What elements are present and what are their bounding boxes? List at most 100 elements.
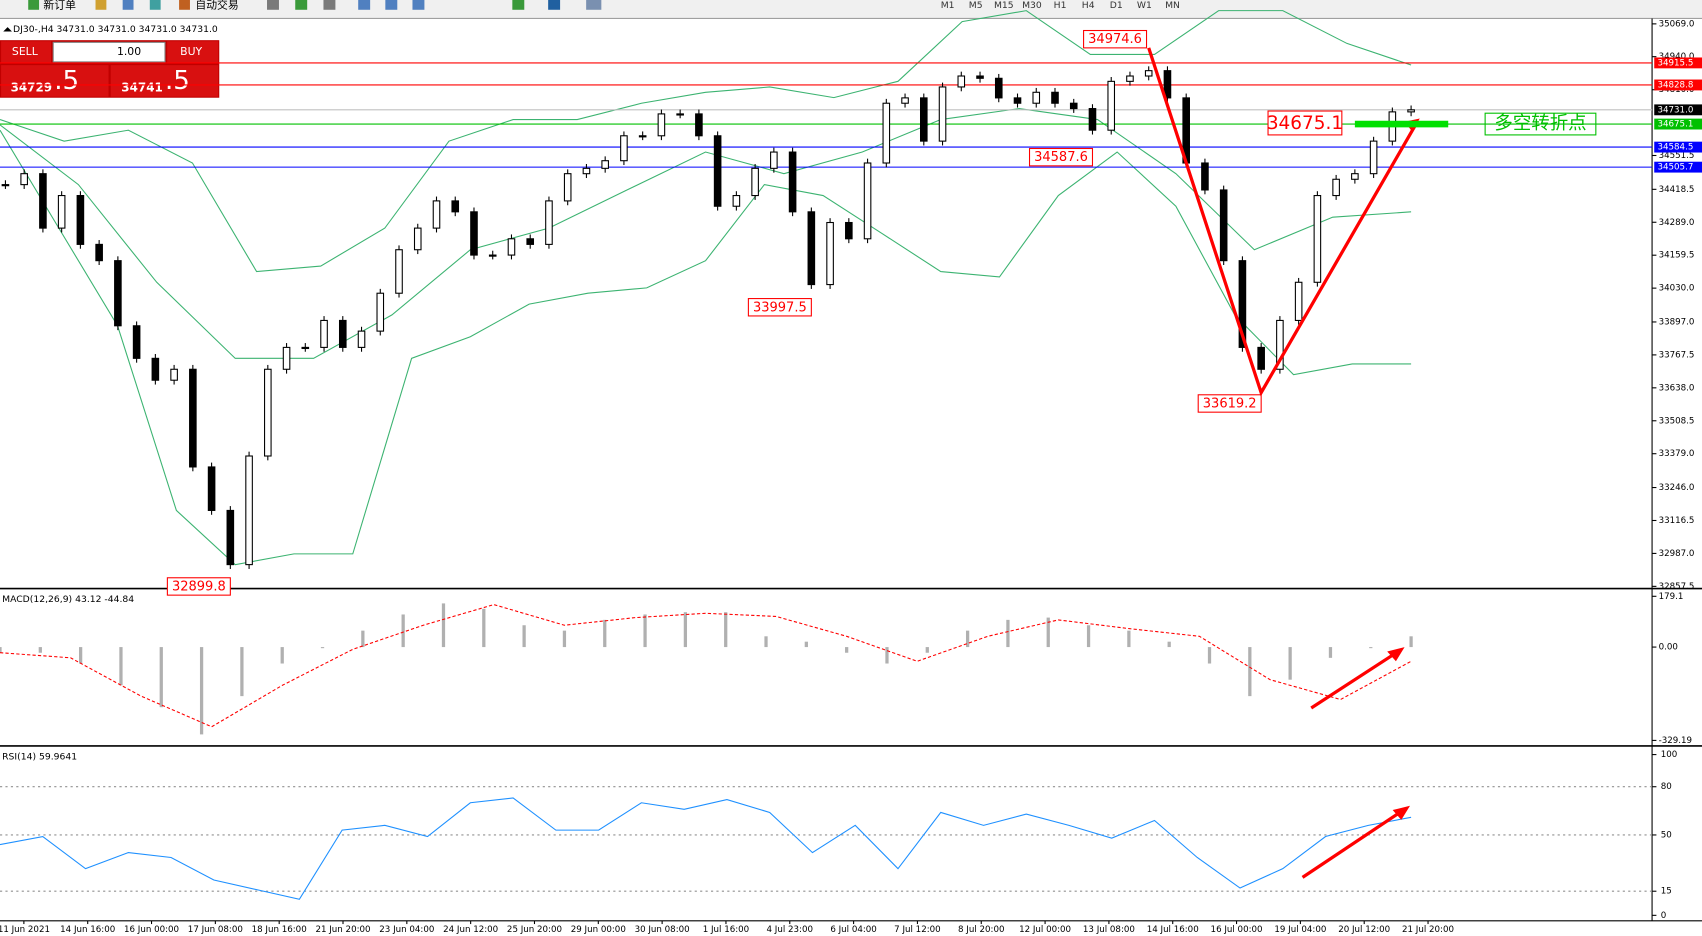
candle bbox=[582, 167, 591, 175]
icon bbox=[412, 0, 425, 10]
candle bbox=[189, 368, 197, 468]
candle bbox=[620, 135, 628, 162]
candle bbox=[413, 227, 422, 251]
macd-bar bbox=[280, 647, 284, 664]
candle bbox=[1126, 75, 1134, 82]
icon bbox=[586, 0, 602, 10]
macd-bar bbox=[1288, 647, 1292, 680]
timeframe-button[interactable]: M30 bbox=[1022, 0, 1042, 11]
timeframe-button[interactable]: D1 bbox=[1110, 0, 1123, 11]
candle bbox=[226, 509, 235, 566]
price-annotation: 34974.6 bbox=[1088, 32, 1142, 47]
candle bbox=[432, 200, 441, 229]
icon bbox=[95, 0, 107, 10]
candle bbox=[39, 173, 47, 229]
candle bbox=[1257, 346, 1265, 370]
buy-button[interactable] bbox=[167, 41, 219, 63]
macd-tick-label: 179.1 bbox=[1659, 592, 1684, 602]
timeframe-button[interactable]: M1 bbox=[941, 0, 955, 11]
candle bbox=[751, 167, 759, 197]
candle bbox=[1294, 281, 1303, 321]
timeframe-button[interactable]: M5 bbox=[969, 0, 983, 11]
y-tick-label: 33379.0 bbox=[1659, 449, 1695, 459]
icon bbox=[149, 0, 161, 10]
bollinger-lower bbox=[0, 129, 1412, 566]
icon bbox=[28, 0, 40, 10]
level-label: 34505.7 bbox=[1657, 163, 1693, 173]
x-tick-label: 8 Jul 20:00 bbox=[958, 925, 1004, 935]
timeframe-button[interactable]: H4 bbox=[1082, 0, 1095, 11]
lots-value: 1.00 bbox=[117, 45, 141, 58]
buy-label: BUY bbox=[180, 45, 202, 58]
macd-bar bbox=[925, 647, 929, 653]
x-tick-label: 14 Jul 16:00 bbox=[1147, 925, 1199, 935]
rsi-tick-label: 50 bbox=[1661, 830, 1672, 840]
toolbar-button[interactable]: 新订单 bbox=[43, 0, 76, 11]
icon bbox=[179, 0, 190, 10]
candle bbox=[1201, 162, 1209, 191]
y-tick-label: 34551.5 bbox=[1659, 151, 1695, 161]
timeframe-button[interactable]: MN bbox=[1165, 0, 1180, 11]
candle bbox=[151, 357, 160, 381]
level-label: 34731.0 bbox=[1657, 105, 1693, 115]
bollinger-upper bbox=[0, 10, 1412, 273]
x-tick-label: 7 Jul 12:00 bbox=[894, 925, 940, 935]
rsi-tick-label: 15 bbox=[1661, 887, 1672, 897]
candle bbox=[919, 97, 928, 142]
y-tick-label: 32987.0 bbox=[1659, 549, 1695, 559]
candle bbox=[451, 200, 460, 213]
buy-price: 34741 bbox=[121, 80, 163, 94]
annotation-arrows bbox=[1301, 647, 1411, 879]
macd-bar bbox=[199, 647, 204, 735]
candle bbox=[1219, 189, 1228, 262]
candle bbox=[1051, 91, 1059, 104]
price-annotation-box bbox=[1197, 394, 1262, 413]
sell-price-box[interactable] bbox=[1, 65, 109, 97]
candle bbox=[638, 135, 647, 138]
candle bbox=[488, 254, 497, 257]
macd-title: MACD(12,26,9) 43.12 -44.84 bbox=[2, 594, 134, 605]
macd-bar bbox=[724, 612, 728, 648]
macd-bar bbox=[522, 625, 526, 648]
macd-bar bbox=[0, 647, 2, 653]
x-tick-label: 19 Jul 04:00 bbox=[1274, 925, 1326, 935]
icon bbox=[385, 0, 398, 10]
macd-bar bbox=[320, 647, 325, 649]
macd-bar bbox=[1046, 617, 1050, 648]
turning-price-box bbox=[1267, 110, 1343, 136]
y-tick-label: 33897.0 bbox=[1659, 317, 1695, 327]
level-label-bg bbox=[1654, 79, 1702, 91]
macd-bar bbox=[643, 614, 647, 648]
sell-button[interactable] bbox=[1, 41, 52, 63]
arrow-head bbox=[1392, 805, 1411, 820]
timeframe-button[interactable]: H1 bbox=[1054, 0, 1067, 11]
candle bbox=[114, 260, 122, 327]
y-tick-label: 35069.0 bbox=[1659, 19, 1695, 29]
candle bbox=[863, 162, 872, 240]
timeframe-button[interactable]: M15 bbox=[994, 0, 1014, 11]
candle bbox=[657, 113, 666, 137]
toolbar-button[interactable]: 自动交易 bbox=[195, 0, 238, 11]
buy-price-box[interactable] bbox=[110, 65, 219, 97]
y-tick-label: 34418.5 bbox=[1659, 185, 1695, 195]
candle bbox=[95, 243, 103, 262]
candle bbox=[1407, 109, 1415, 113]
candle bbox=[826, 221, 834, 286]
candle bbox=[676, 113, 684, 116]
candle bbox=[957, 75, 966, 88]
x-tick-label: 6 Jul 04:00 bbox=[830, 925, 876, 935]
x-tick-label: 11 Jun 2021 bbox=[0, 925, 50, 935]
candle bbox=[170, 368, 178, 381]
sell-pip: .5 bbox=[54, 66, 79, 96]
macd-bar bbox=[683, 612, 688, 648]
y-tick-label: 32857.5 bbox=[1659, 582, 1695, 592]
candle bbox=[770, 151, 778, 169]
candle bbox=[76, 195, 85, 245]
macd-bar bbox=[441, 603, 446, 648]
lots-field[interactable] bbox=[52, 41, 166, 63]
x-tick-label: 29 Jun 00:00 bbox=[571, 925, 626, 935]
timeframe-button[interactable]: W1 bbox=[1137, 0, 1152, 11]
candle bbox=[1238, 260, 1247, 348]
macd-bar bbox=[804, 641, 808, 648]
